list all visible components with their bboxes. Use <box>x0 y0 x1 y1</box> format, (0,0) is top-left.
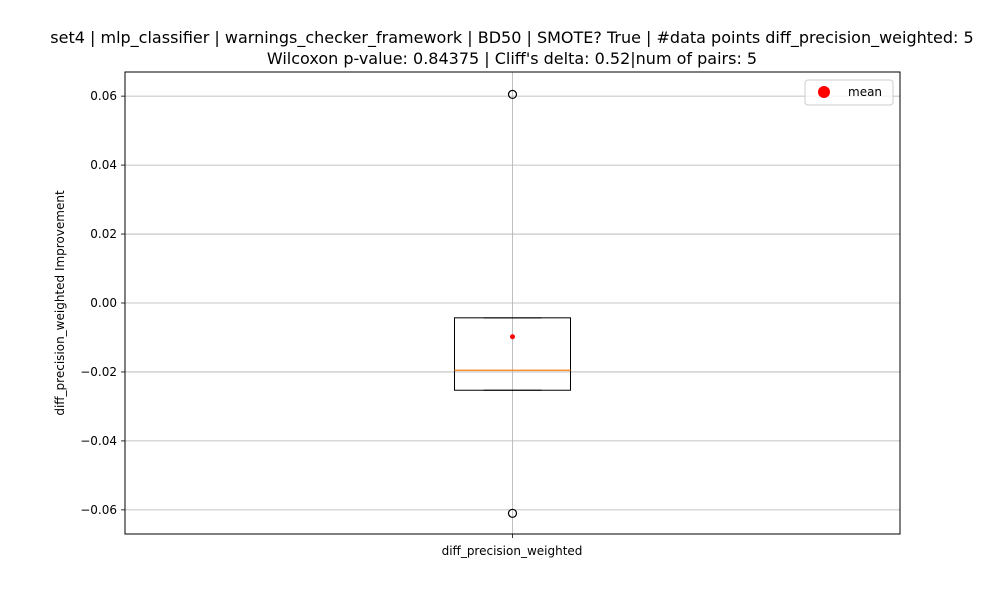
y-tick-label: −0.02 <box>80 365 117 379</box>
legend-mean-marker <box>818 86 830 98</box>
legend-mean-label: mean <box>848 85 882 99</box>
plot-area-frame <box>124 71 901 535</box>
mean-point <box>510 334 515 340</box>
outlier-point <box>507 508 518 518</box>
y-tick-label: 0.04 <box>90 158 117 172</box>
y-axis-ticks: −0.06 −0.04 −0.02 0.00 0.02 0.04 0.06 <box>80 89 513 538</box>
y-tick-label: 0.00 <box>90 296 117 310</box>
y-tick-label: 0.06 <box>90 89 117 103</box>
y-axis-label: diff_precision_weighted Improvement <box>53 190 67 416</box>
y-tick-label: −0.04 <box>80 434 117 448</box>
chart-title-line-1: set4 | mlp_classifier | warnings_checker… <box>50 28 973 48</box>
legend-box <box>804 79 894 106</box>
grid-lines <box>125 72 900 534</box>
y-tick-label: 0.02 <box>90 227 117 241</box>
chart-title-line-2: Wilcoxon p-value: 0.84375 | Cliff's delt… <box>267 49 757 68</box>
outlier-point <box>507 89 518 100</box>
y-tick-label: −0.06 <box>80 503 117 517</box>
x-category-label: diff_precision_weighted <box>442 544 583 558</box>
box-plot <box>454 89 571 518</box>
legend: mean <box>804 79 894 106</box>
